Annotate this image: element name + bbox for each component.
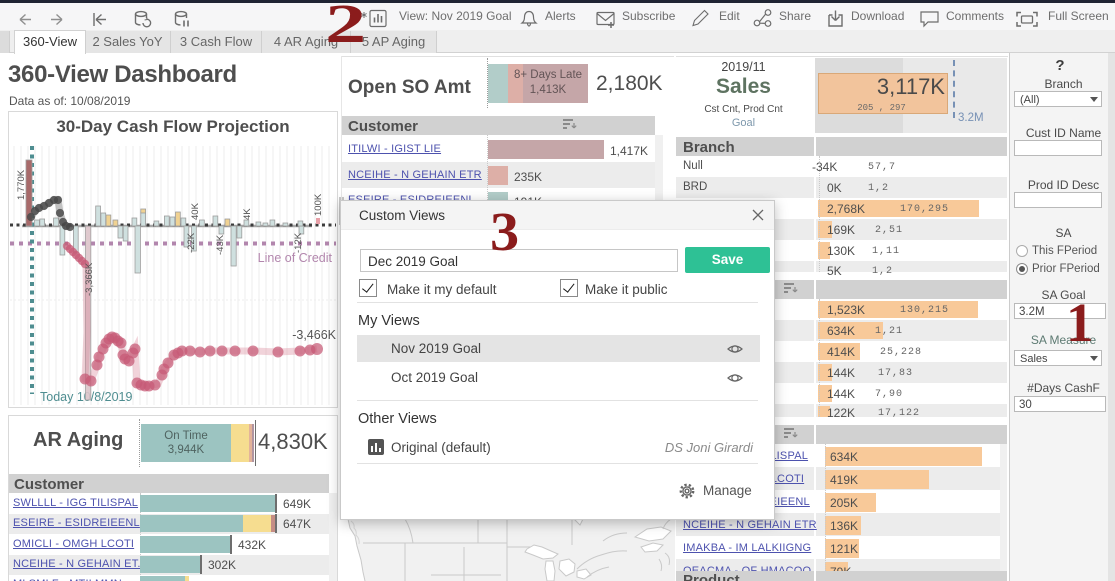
- svg-text:-43K: -43K: [215, 234, 226, 255]
- svg-text:-22K: -22K: [186, 232, 197, 253]
- svg-text:-12K: -12K: [293, 232, 304, 253]
- svg-text:40K: 40K: [190, 202, 201, 220]
- svg-text:4K: 4K: [242, 208, 253, 220]
- svg-text:100K: 100K: [313, 193, 324, 216]
- svg-text:1,770K: 1,770K: [16, 169, 27, 200]
- svg-text:-3,466K: -3,466K: [292, 328, 336, 342]
- svg-text:Line of Credit: Line of Credit: [258, 251, 333, 265]
- svg-text:-3,366K: -3,366K: [84, 262, 95, 296]
